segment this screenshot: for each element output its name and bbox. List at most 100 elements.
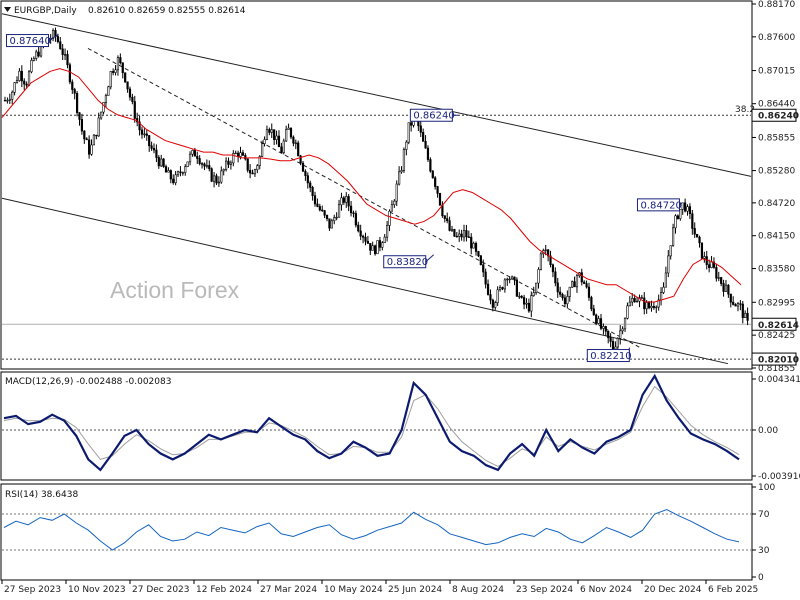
candle-body: [515, 279, 518, 297]
candle-body: [458, 233, 461, 237]
candle-body: [220, 170, 223, 183]
candle-body: [549, 255, 552, 266]
candle-body: [268, 129, 271, 133]
candle-body: [23, 80, 26, 85]
candle-body: [645, 302, 648, 310]
key-point-label: 0.87640: [10, 36, 51, 47]
candle-body: [92, 134, 96, 146]
rsi-title: RSI(14) 38.6438: [5, 490, 78, 500]
candle-body: [715, 267, 718, 279]
candle-body: [520, 295, 523, 298]
candle-body: [210, 168, 213, 182]
candle-body: [647, 302, 651, 309]
candle-body: [566, 296, 569, 305]
candle-body: [277, 135, 281, 148]
candle-body: [734, 304, 737, 307]
candle-body: [597, 318, 600, 324]
key-point-labels: 0.87640 0.86240 0.83820 0.84720 0.82210: [6, 34, 682, 363]
candle-body: [484, 271, 487, 285]
candle-body: [532, 292, 535, 296]
candle-body: [659, 292, 663, 301]
level-price-box: [751, 317, 797, 331]
candle-body: [265, 129, 269, 140]
key-point-label: 0.84720: [640, 200, 681, 211]
candle-body: [176, 171, 180, 176]
candle-body: [172, 178, 175, 184]
candle-body: [710, 261, 713, 268]
candle-body: [148, 135, 151, 147]
candle-body: [15, 80, 19, 83]
candle-body: [37, 51, 40, 57]
key-point-label: 0.82210: [590, 351, 631, 362]
price-tick-label: 0.84150: [758, 232, 795, 242]
candle-body: [253, 169, 257, 175]
candle-body: [669, 245, 672, 257]
candle-body: [744, 312, 747, 318]
candle-body: [585, 283, 588, 288]
channel-lower-line: [1, 197, 729, 365]
candle-body: [537, 269, 540, 284]
candle-body: [482, 264, 485, 273]
candle-body: [294, 142, 297, 145]
candle-body: [345, 196, 348, 203]
price-panel: Action Forex 38.2 0.876400.862400.838200…: [0, 0, 755, 370]
candle-body: [539, 253, 543, 270]
ohlc-values: 0.82610 0.82659 0.82555 0.82614: [88, 6, 246, 16]
candle-body: [662, 286, 665, 293]
candle-body: [241, 152, 245, 156]
candle-body: [640, 297, 643, 299]
x-tick-label: 6 Feb 2025: [708, 585, 758, 595]
candle-body: [280, 146, 283, 153]
price-tick-label: 0.84720: [758, 199, 795, 209]
candle-body: [325, 214, 329, 220]
candle-body: [11, 91, 14, 100]
x-tick-label: 23 Sep 2024: [516, 585, 573, 595]
candle-body: [85, 138, 88, 141]
candle-body: [501, 287, 504, 290]
candle-body: [275, 135, 278, 140]
price-candles: [3, 27, 749, 351]
candle-body: [407, 122, 410, 143]
candle-body: [140, 129, 144, 135]
candle-body: [712, 261, 716, 268]
candle-body: [13, 82, 16, 93]
candle-body: [126, 81, 129, 90]
candle-body: [366, 240, 369, 244]
price-tick-label: 0.85280: [758, 167, 795, 177]
candle-body: [78, 112, 81, 120]
candle-body: [301, 162, 305, 172]
candle-body: [510, 276, 514, 280]
candle-body: [205, 165, 208, 167]
candle-body: [95, 134, 98, 137]
candle-body: [234, 152, 237, 155]
candle-body: [556, 282, 559, 293]
candle-body: [746, 312, 749, 321]
candle-body: [371, 245, 374, 251]
level-price-label: 0.82010: [758, 356, 799, 366]
candle-body: [258, 156, 261, 166]
candle-body: [568, 286, 571, 297]
candle-body: [650, 305, 653, 309]
candle-body: [527, 302, 531, 312]
candle-body: [462, 230, 466, 238]
candle-body: [652, 305, 655, 308]
candle-body: [311, 187, 314, 196]
candle-body: [263, 139, 266, 144]
candle-body: [571, 281, 574, 288]
candle-body: [547, 249, 550, 257]
candle-body: [388, 210, 391, 226]
candle-body: [193, 150, 196, 157]
candle-body: [227, 160, 230, 165]
candle-body: [491, 299, 494, 308]
candle-body: [361, 235, 365, 238]
candle-body: [498, 287, 502, 291]
candle-body: [169, 170, 172, 180]
candle-body: [112, 71, 115, 73]
candle-body: [664, 272, 667, 288]
watermark: Action Forex: [110, 277, 240, 303]
candle-body: [554, 271, 557, 284]
key-point-connector: [425, 254, 435, 263]
candle-body: [150, 145, 153, 149]
candle-body: [431, 170, 434, 179]
candle-body: [720, 277, 723, 284]
